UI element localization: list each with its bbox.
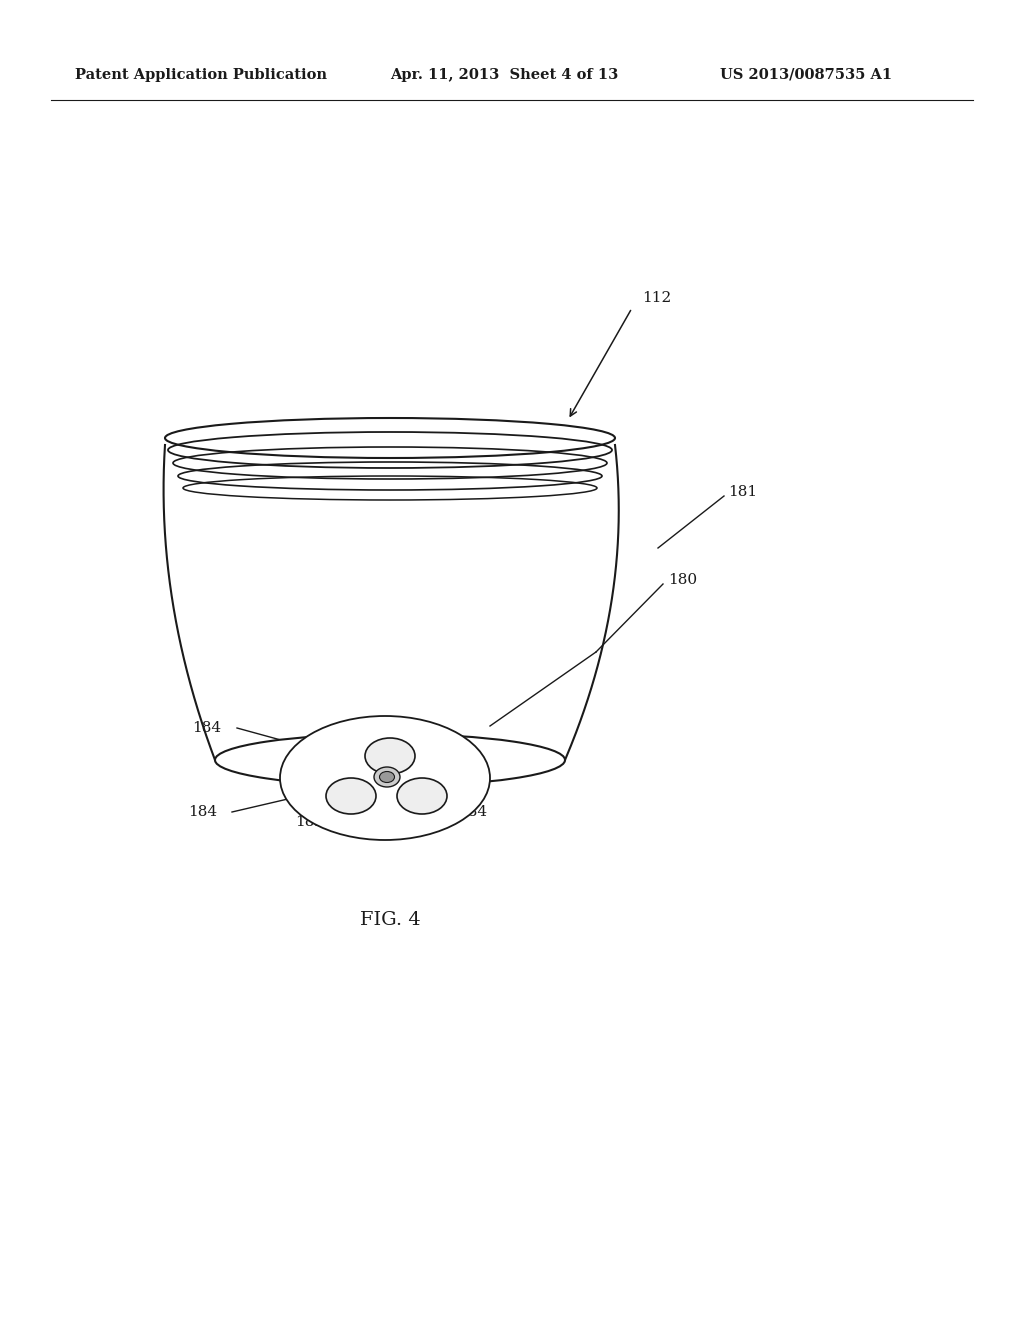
- Text: 112: 112: [642, 290, 672, 305]
- Ellipse shape: [215, 734, 565, 785]
- Text: US 2013/0087535 A1: US 2013/0087535 A1: [720, 69, 892, 82]
- Text: 186: 186: [374, 829, 403, 843]
- Ellipse shape: [380, 771, 394, 783]
- Text: 184: 184: [193, 721, 221, 735]
- Text: 184: 184: [458, 805, 487, 818]
- Text: 181: 181: [728, 484, 757, 499]
- Text: 184: 184: [188, 805, 217, 818]
- Ellipse shape: [280, 715, 490, 840]
- Text: Patent Application Publication: Patent Application Publication: [75, 69, 327, 82]
- Ellipse shape: [326, 777, 376, 814]
- Ellipse shape: [374, 767, 400, 787]
- Ellipse shape: [397, 777, 447, 814]
- Text: Apr. 11, 2013  Sheet 4 of 13: Apr. 11, 2013 Sheet 4 of 13: [390, 69, 618, 82]
- Text: 182: 182: [295, 814, 325, 829]
- Text: 180: 180: [668, 573, 697, 587]
- Ellipse shape: [365, 738, 415, 774]
- Polygon shape: [170, 445, 610, 760]
- Text: FIG. 4: FIG. 4: [359, 911, 421, 929]
